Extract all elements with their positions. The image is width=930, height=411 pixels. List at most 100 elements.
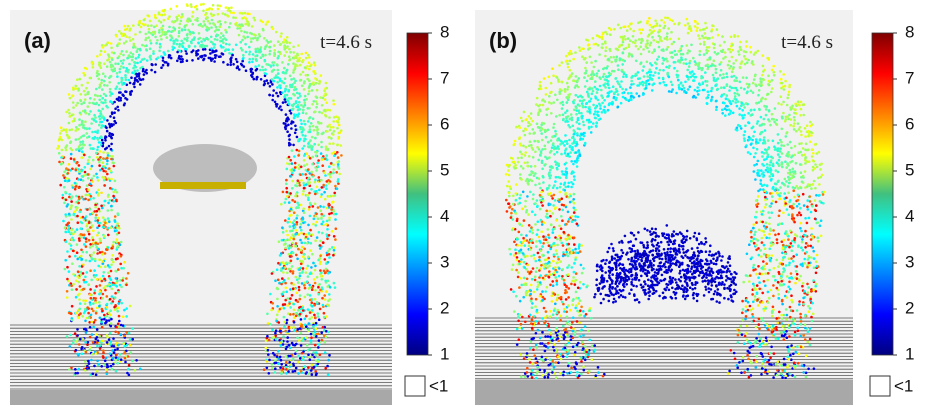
particle — [299, 239, 302, 242]
particle — [87, 360, 90, 363]
particle — [289, 51, 292, 54]
particle — [761, 362, 764, 365]
particle — [295, 315, 298, 318]
particle — [89, 246, 92, 249]
particle — [551, 67, 554, 70]
particle — [750, 51, 753, 54]
particle — [74, 188, 77, 191]
particle — [809, 338, 812, 341]
particle — [88, 349, 91, 352]
particle — [77, 270, 80, 273]
particle — [597, 99, 600, 102]
particle — [197, 42, 200, 45]
particle — [776, 161, 779, 164]
particle — [520, 156, 523, 159]
particle — [790, 294, 793, 297]
particle — [696, 29, 699, 32]
particle — [178, 45, 181, 48]
particle — [109, 199, 112, 202]
particle — [68, 196, 71, 199]
particle — [794, 282, 797, 285]
particle — [98, 301, 101, 304]
particle — [222, 12, 225, 15]
particle — [742, 360, 745, 363]
particle — [131, 327, 134, 330]
particle — [124, 97, 127, 100]
particle — [758, 89, 761, 92]
particle — [524, 162, 527, 165]
particle — [64, 268, 67, 271]
particle — [550, 91, 553, 94]
particle — [301, 271, 304, 274]
particle — [289, 175, 292, 178]
particle — [96, 341, 99, 344]
particle — [577, 86, 580, 89]
particle — [667, 27, 670, 30]
particle — [283, 326, 286, 329]
particle — [558, 64, 561, 67]
particle — [96, 307, 99, 310]
particle — [686, 75, 689, 78]
particle — [321, 186, 324, 189]
particle — [546, 114, 549, 117]
particle — [575, 113, 578, 116]
particle — [154, 36, 157, 39]
particle — [739, 81, 742, 84]
particle — [536, 205, 539, 208]
particle — [112, 123, 115, 126]
particle — [276, 314, 279, 317]
particle — [295, 217, 298, 220]
particle — [561, 242, 564, 245]
particle — [286, 191, 289, 194]
particle — [266, 313, 269, 316]
particle — [60, 126, 63, 129]
particle — [696, 22, 699, 25]
particle — [156, 39, 159, 42]
particle — [743, 55, 746, 58]
particle — [101, 139, 104, 142]
particle — [102, 165, 105, 168]
particle — [308, 56, 311, 59]
particle — [178, 14, 181, 17]
particle — [167, 63, 170, 66]
particle — [309, 128, 312, 131]
particle — [554, 303, 557, 306]
particle — [70, 200, 73, 203]
particle — [333, 249, 336, 252]
particle — [203, 58, 206, 61]
particle — [122, 54, 125, 57]
particle — [107, 209, 110, 212]
particle — [706, 84, 709, 87]
particle — [131, 71, 134, 74]
particle — [125, 91, 128, 94]
particle — [81, 120, 84, 123]
particle — [307, 353, 310, 356]
particle — [138, 54, 141, 57]
particle — [294, 65, 297, 68]
particle — [298, 150, 301, 153]
colorbar-tick-label: 5 — [440, 160, 449, 179]
particle — [542, 235, 545, 238]
particle — [567, 86, 570, 89]
particle — [811, 320, 814, 323]
particle — [772, 118, 775, 121]
particle — [752, 147, 755, 150]
particle — [555, 147, 558, 150]
particle — [218, 55, 221, 58]
particle — [782, 259, 785, 262]
particle — [772, 376, 775, 379]
particle — [85, 240, 88, 243]
particle — [309, 131, 312, 134]
particle — [744, 130, 747, 133]
particle — [314, 289, 317, 292]
particle — [88, 127, 91, 130]
particle — [332, 120, 335, 123]
particle — [113, 101, 116, 104]
particle — [281, 277, 284, 280]
particle — [72, 250, 75, 253]
particle — [290, 208, 293, 211]
particle — [549, 284, 552, 287]
particle — [225, 43, 228, 46]
particle — [94, 258, 97, 261]
particle — [68, 93, 71, 96]
